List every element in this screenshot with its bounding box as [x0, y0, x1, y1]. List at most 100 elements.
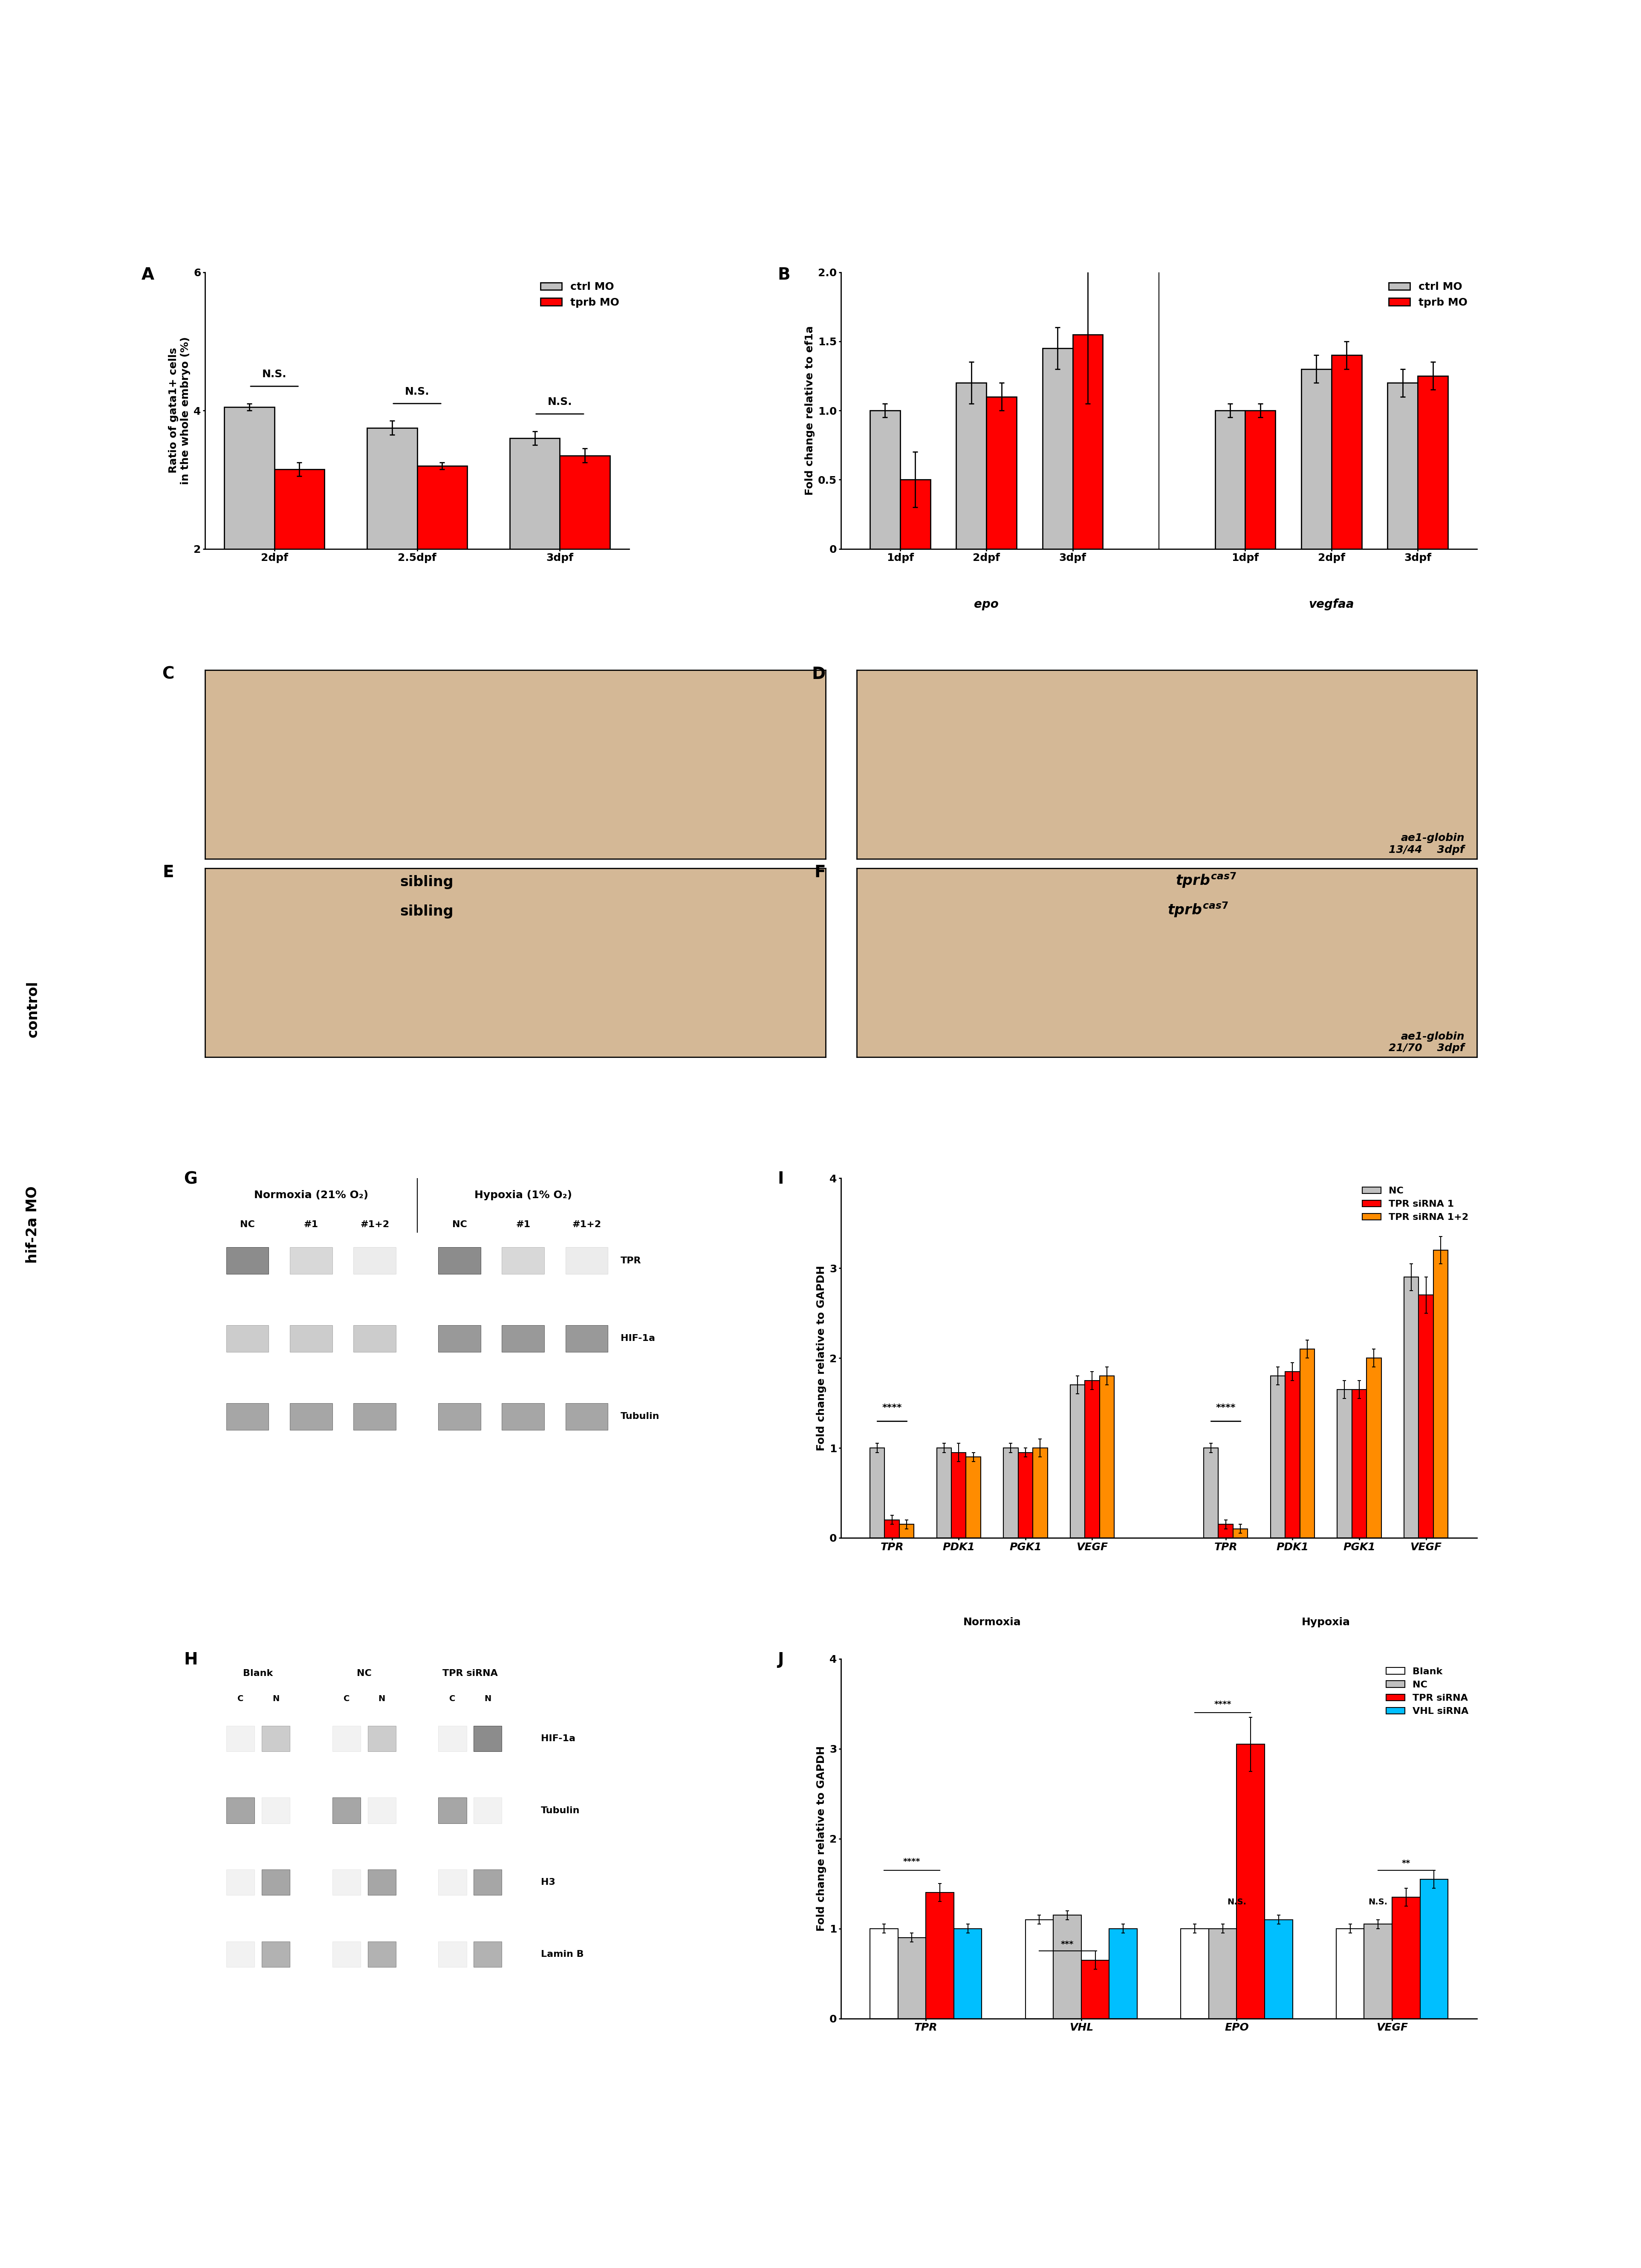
Text: Hypoxia (1% O₂): Hypoxia (1% O₂) — [474, 1191, 571, 1200]
Bar — [261, 1869, 290, 1896]
Bar — [1085, 1381, 1099, 1538]
Bar — [870, 1447, 884, 1538]
Bar — [1418, 1295, 1433, 1538]
Bar — [438, 1869, 466, 1896]
Bar — [438, 1325, 481, 1352]
Bar — [1073, 333, 1103, 549]
Bar — [1392, 1896, 1419, 2019]
Bar — [226, 1325, 269, 1352]
Bar — [438, 1404, 481, 1429]
Bar — [474, 1941, 502, 1966]
Bar — [474, 1799, 502, 1823]
Bar — [986, 397, 1016, 549]
Text: #1: #1 — [304, 1220, 318, 1229]
Text: ***: *** — [1060, 1941, 1073, 1948]
Text: I: I — [778, 1170, 784, 1186]
Text: ****: **** — [1216, 1404, 1236, 1413]
Text: ****: **** — [903, 1857, 921, 1867]
Text: B: B — [778, 268, 789, 284]
Bar — [1182, 1928, 1209, 2019]
Text: Normoxia: Normoxia — [963, 1617, 1021, 1626]
Y-axis label: Fold change relative to GAPDH: Fold change relative to GAPDH — [816, 1266, 827, 1452]
Bar — [1209, 1928, 1237, 2019]
Text: control: control — [26, 982, 39, 1036]
Bar — [1218, 1524, 1232, 1538]
Text: H: H — [184, 1651, 199, 1667]
Bar — [331, 1726, 361, 1751]
Bar — [274, 469, 325, 687]
Text: $tprb^{cas7}$: $tprb^{cas7}$ — [1175, 871, 1237, 889]
Bar — [261, 1799, 290, 1823]
Text: sibling: sibling — [400, 875, 453, 889]
Text: Tubulin: Tubulin — [620, 1413, 660, 1420]
Text: vegfaa: vegfaa — [1310, 599, 1354, 610]
Text: N.S.: N.S. — [548, 397, 573, 406]
Text: ae1-globin
13/44    3dpf: ae1-globin 13/44 3dpf — [1388, 832, 1464, 855]
Legend: Blank, NC, TPR siRNA, VHL siRNA: Blank, NC, TPR siRNA, VHL siRNA — [1382, 1665, 1472, 1719]
Text: hif-2a MO: hif-2a MO — [26, 1186, 39, 1263]
Bar — [290, 1247, 333, 1275]
Bar — [368, 429, 417, 687]
Bar — [502, 1247, 545, 1275]
Text: NC: NC — [240, 1220, 254, 1229]
Bar — [1433, 1250, 1447, 1538]
Bar — [1419, 1880, 1447, 2019]
Text: HIF-1a: HIF-1a — [620, 1334, 655, 1343]
Bar — [331, 1941, 361, 1966]
Text: F: F — [814, 864, 825, 880]
Bar — [438, 1247, 481, 1275]
Text: $tprb^{cas7}$: $tprb^{cas7}$ — [1167, 900, 1229, 919]
Text: J: J — [778, 1651, 784, 1667]
Bar — [261, 1941, 290, 1966]
Text: Normoxia (21% O₂): Normoxia (21% O₂) — [254, 1191, 368, 1200]
Bar — [1336, 1928, 1364, 2019]
Bar — [1204, 1447, 1218, 1538]
Bar — [290, 1325, 333, 1352]
Bar — [438, 1726, 466, 1751]
Text: ****: **** — [1214, 1701, 1231, 1708]
Text: Blank: Blank — [243, 1669, 272, 1678]
Bar — [566, 1404, 607, 1429]
Y-axis label: Fold change relative to GAPDH: Fold change relative to GAPDH — [816, 1746, 827, 1932]
Bar — [226, 1869, 254, 1896]
Legend: ctrl MO, tprb MO: ctrl MO, tprb MO — [1385, 277, 1472, 311]
Text: Hypoxia: Hypoxia — [1301, 1617, 1351, 1626]
Legend: NC, TPR siRNA 1, TPR siRNA 1+2: NC, TPR siRNA 1, TPR siRNA 1+2 — [1359, 1184, 1472, 1225]
Bar — [225, 406, 274, 687]
Bar — [1026, 1919, 1054, 2019]
Text: N.S.: N.S. — [263, 370, 287, 379]
Text: A: A — [141, 268, 154, 284]
Text: H3: H3 — [542, 1878, 555, 1887]
Text: sibling: sibling — [400, 905, 453, 919]
Bar — [1301, 370, 1331, 549]
Bar — [870, 411, 901, 549]
Bar — [474, 1726, 502, 1751]
Bar — [1042, 349, 1073, 549]
Bar — [1246, 411, 1275, 549]
Bar — [368, 1799, 395, 1823]
Bar — [1270, 1377, 1285, 1538]
Bar — [1352, 1390, 1367, 1538]
Text: C: C — [450, 1694, 456, 1703]
Text: ae1-globin
21/70    3dpf: ae1-globin 21/70 3dpf — [1388, 1032, 1464, 1052]
Text: E: E — [162, 864, 174, 880]
Bar — [368, 1726, 395, 1751]
Y-axis label: Fold change relative to ef1a: Fold change relative to ef1a — [804, 327, 816, 494]
Text: epo: epo — [975, 599, 999, 610]
Bar — [368, 1869, 395, 1896]
Text: N.S.: N.S. — [405, 386, 430, 397]
Bar — [901, 479, 930, 549]
Bar — [226, 1404, 269, 1429]
Bar — [1070, 1386, 1085, 1538]
Bar — [331, 1799, 361, 1823]
Text: N.S.: N.S. — [1227, 1898, 1246, 1905]
Bar — [967, 1456, 981, 1538]
Text: N: N — [379, 1694, 386, 1703]
Bar — [953, 1928, 981, 2019]
Bar — [870, 1928, 898, 2019]
Bar — [566, 1325, 607, 1352]
Bar — [937, 1447, 952, 1538]
Bar — [1032, 1447, 1047, 1538]
Bar — [353, 1325, 395, 1352]
Text: G: G — [184, 1170, 197, 1186]
